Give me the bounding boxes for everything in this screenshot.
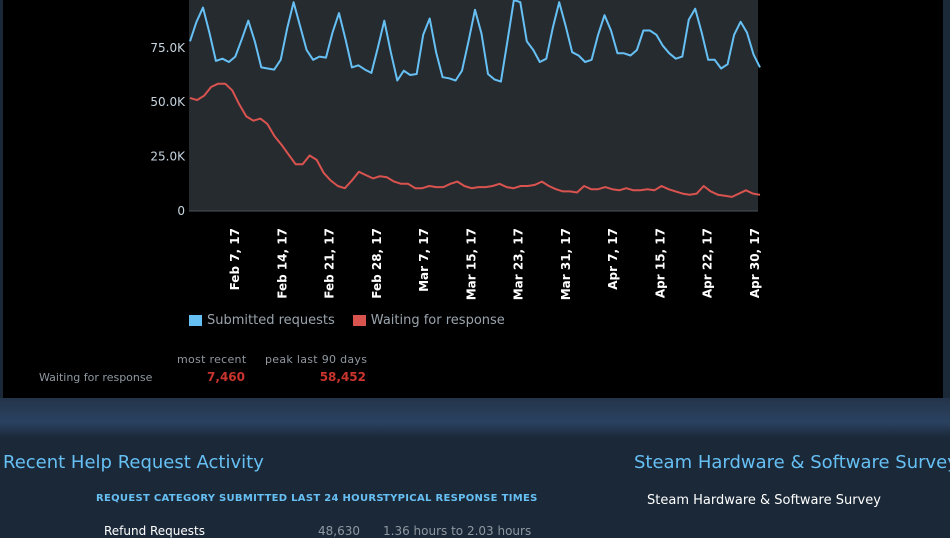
recent-activity-title: Recent Help Request Activity	[3, 452, 264, 473]
row-response: 1.36 hours to 2.03 hours	[383, 524, 532, 538]
x-tick-label: Feb 28, 17	[370, 228, 384, 299]
x-tick-label: Feb 21, 17	[323, 228, 337, 299]
legend-label-waiting: Waiting for response	[370, 313, 505, 328]
x-tick-label: Apr 15, 17	[653, 228, 667, 298]
col-header-response: TYPICAL RESPONSE TIMES	[383, 493, 538, 504]
x-tick-label: Apr 22, 17	[701, 228, 715, 298]
col-header-category: REQUEST CATEGORY	[96, 493, 216, 504]
legend-item-submitted[interactable]: Submitted requests	[189, 313, 335, 328]
x-tick-label: Mar 23, 17	[512, 228, 526, 300]
x-tick-label: Apr 30, 17	[748, 228, 762, 298]
row-category: Refund Requests	[103, 524, 205, 538]
stat-row-label: Waiting for response	[39, 371, 153, 384]
y-tick-label: 0	[177, 204, 185, 218]
series-line-submitted	[189, 0, 761, 83]
col-header-submitted: SUBMITTED LAST 24 HOURS	[219, 493, 384, 504]
chart-legend: Submitted requests Waiting for response	[189, 313, 505, 328]
help-requests-chart-panel: 0 25.0K 50.0K 75.0K Feb 7, 17 Feb 14, 17 Feb 2…	[3, 0, 943, 398]
legend-swatch-submitted	[189, 315, 202, 326]
legend-swatch-waiting	[352, 315, 366, 326]
y-tick-label: 25.0K	[150, 150, 186, 164]
survey-title: Steam Hardware & Software Survey	[634, 452, 950, 473]
x-tick-label: Feb 14, 17	[275, 228, 289, 299]
legend-label-submitted: Submitted requests	[207, 313, 335, 328]
section-divider-band	[0, 398, 950, 438]
x-tick-label: Feb 7, 17	[228, 228, 242, 290]
plot-area	[189, 0, 758, 211]
x-tick-label: Apr 7, 17	[606, 228, 620, 290]
stat-header-most-recent: most recent	[177, 353, 247, 366]
series-line-waiting	[189, 82, 761, 198]
x-tick-label: Mar 7, 17	[417, 228, 431, 292]
help-requests-chart: 0 25.0K 50.0K 75.0K Feb 7, 17 Feb 14, 17 Feb 2…	[150, 0, 762, 300]
survey-link[interactable]: Steam Hardware & Software Survey	[647, 493, 881, 508]
stat-peak-value: 58,452	[319, 370, 366, 384]
x-tick-label: Mar 31, 17	[559, 228, 573, 300]
y-tick-label: 75.0K	[150, 41, 186, 55]
row-submitted: 48,630	[318, 524, 360, 538]
stat-header-peak: peak last 90 days	[265, 353, 368, 366]
legend-item-waiting[interactable]: Waiting for response	[352, 313, 505, 328]
stat-recent-value: 7,460	[207, 370, 245, 384]
x-tick-label: Mar 15, 17	[464, 228, 478, 300]
y-tick-label: 50.0K	[150, 95, 186, 109]
